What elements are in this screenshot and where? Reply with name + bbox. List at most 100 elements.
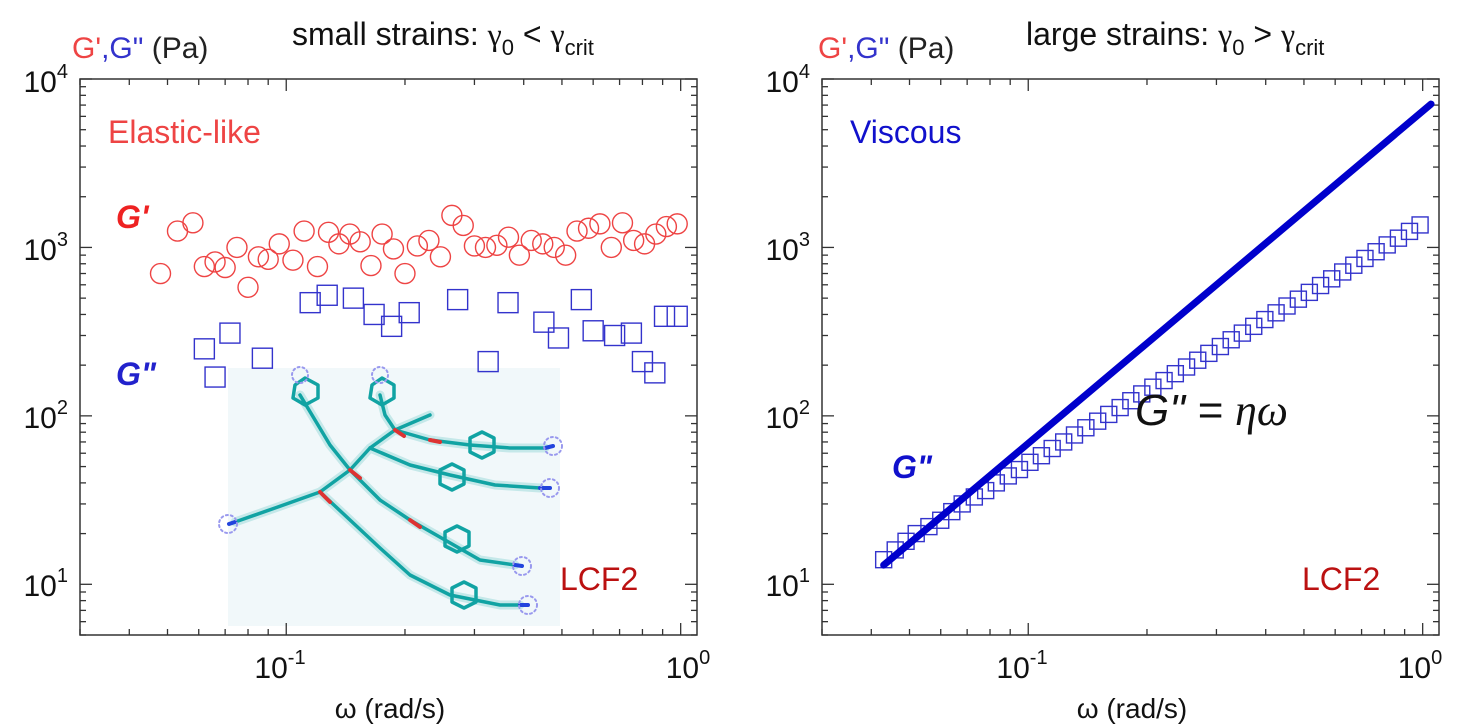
gdoubleprime-point [1323, 270, 1341, 288]
title-subcrit: crit [1295, 35, 1324, 60]
y-label-comma: , [847, 32, 855, 65]
gprime-point [268, 233, 290, 255]
title-prefix: small strains: [292, 16, 488, 52]
gdoubleprime-point [1289, 290, 1308, 308]
x-tick-label-1e-1: 10-1 [254, 647, 305, 685]
gdoubleprime-point [219, 322, 241, 344]
x-tick-label-1e0: 100 [1398, 647, 1443, 685]
gdoubleprime-point [380, 315, 403, 338]
gdoubleprime-point [193, 338, 216, 360]
x-axis-label: ω (rad/s) [1077, 693, 1188, 724]
y-label-gdoubleprime: G" [109, 32, 143, 65]
data-series [874, 100, 1435, 569]
gdoubleprime-point [1021, 453, 1039, 472]
gdoubleprime-point [299, 291, 321, 314]
gprime-point [317, 221, 340, 243]
gprime-point [497, 226, 520, 248]
gprime-point [429, 246, 452, 268]
gprime-point [566, 220, 588, 242]
equation-label: G" = ηω [1135, 386, 1288, 435]
gprime-point [349, 231, 371, 253]
gprime-point [247, 246, 270, 268]
axis-ticks [79, 78, 697, 636]
gdoubleprime-point [1200, 344, 1218, 363]
gprime-point [204, 251, 226, 273]
y-tick-label-1e3: 103 [766, 229, 811, 267]
gprime-point [418, 229, 440, 252]
gprime-point [193, 255, 216, 278]
gprime-point [149, 262, 172, 285]
panel-title: large strains: γ0 > γcrit [1026, 16, 1324, 60]
gprime-point [486, 234, 508, 256]
gdoubleprime-point [1400, 222, 1419, 241]
title-gamma: γ [1217, 16, 1232, 52]
gprime-point [589, 213, 611, 235]
gdoubleprime-point [1411, 216, 1429, 234]
y-tick-label-1e4: 104 [24, 61, 69, 99]
gdoubleprime-point [497, 291, 519, 314]
gprime-point [406, 235, 429, 257]
molecule-structure-image [218, 366, 563, 626]
gdoubleprime-point [570, 288, 593, 311]
sample-label: LCF2 [560, 561, 638, 597]
gprime-point [441, 204, 463, 227]
y-label-comma: , [101, 32, 109, 65]
gdoubleprime-point [1245, 317, 1263, 336]
gdoubleprime-point [1334, 263, 1352, 281]
gdoubleprime-point [1111, 398, 1129, 417]
gprime-point [474, 236, 497, 259]
gdoubleprime-point [1077, 419, 1095, 437]
gdoubleprime-point [477, 350, 499, 373]
gprime-point [611, 212, 634, 234]
gprime-point [452, 214, 474, 237]
gdoubleprime-point [1311, 276, 1330, 295]
y-tick-label-1e1: 101 [766, 565, 811, 603]
y-tick-label-1e2: 102 [766, 397, 811, 435]
sample-label: LCF2 [1302, 561, 1380, 597]
gdoubleprime-point [1122, 392, 1140, 410]
equation-rhs: ηω [1235, 386, 1288, 435]
gprime-point [226, 236, 248, 259]
gdoubleprime-point [1211, 337, 1230, 356]
gdoubleprime-point [582, 320, 604, 342]
gdoubleprime-point [1065, 426, 1084, 444]
title-gamma: γ [487, 16, 502, 52]
gprime-point [166, 220, 189, 242]
title-sub0: 0 [502, 35, 514, 60]
gdoubleprime-point [987, 474, 1006, 492]
gprime-point [543, 236, 565, 259]
gprime-point [666, 213, 688, 235]
gprime-point [360, 254, 382, 277]
gdoubleprime-point [1267, 304, 1285, 322]
title-subcrit: crit [565, 35, 594, 60]
y-label-gdoubleprime: G" [855, 32, 889, 65]
gprime-point [600, 236, 623, 259]
gdoubleprime-point [1367, 243, 1385, 261]
gprime-point [382, 238, 405, 260]
gprime-point [655, 215, 678, 238]
gprime-point [520, 229, 542, 252]
axis-ticks [821, 78, 1439, 636]
title-op: > [1244, 16, 1280, 52]
regime-label: Viscous [850, 114, 961, 150]
gdoubleprime-point [398, 301, 420, 324]
fit-line [880, 100, 1435, 569]
plot-area [821, 78, 1440, 636]
title-op: < [514, 16, 550, 52]
gprime-point [554, 244, 577, 266]
gprime-point [306, 255, 329, 278]
title-sub0: 0 [1232, 35, 1244, 60]
gdoubleprime-point [1032, 447, 1051, 465]
y-axis-label: G',G" (Pa) [818, 32, 954, 65]
gprime-point [508, 244, 531, 266]
y-label-gprime: G' [72, 32, 101, 65]
regime-label: Elastic-like [108, 114, 261, 150]
gdoubleprime-point [631, 350, 654, 373]
title-prefix: large strains: [1026, 16, 1218, 52]
gdoubleprime-point [1088, 412, 1107, 430]
x-tick-label-1e-1: 10-1 [996, 647, 1047, 685]
gdoubleprime-point [1389, 229, 1408, 247]
gdoubleprime-point [1055, 433, 1073, 451]
gdoubleprime-point [1300, 283, 1319, 302]
